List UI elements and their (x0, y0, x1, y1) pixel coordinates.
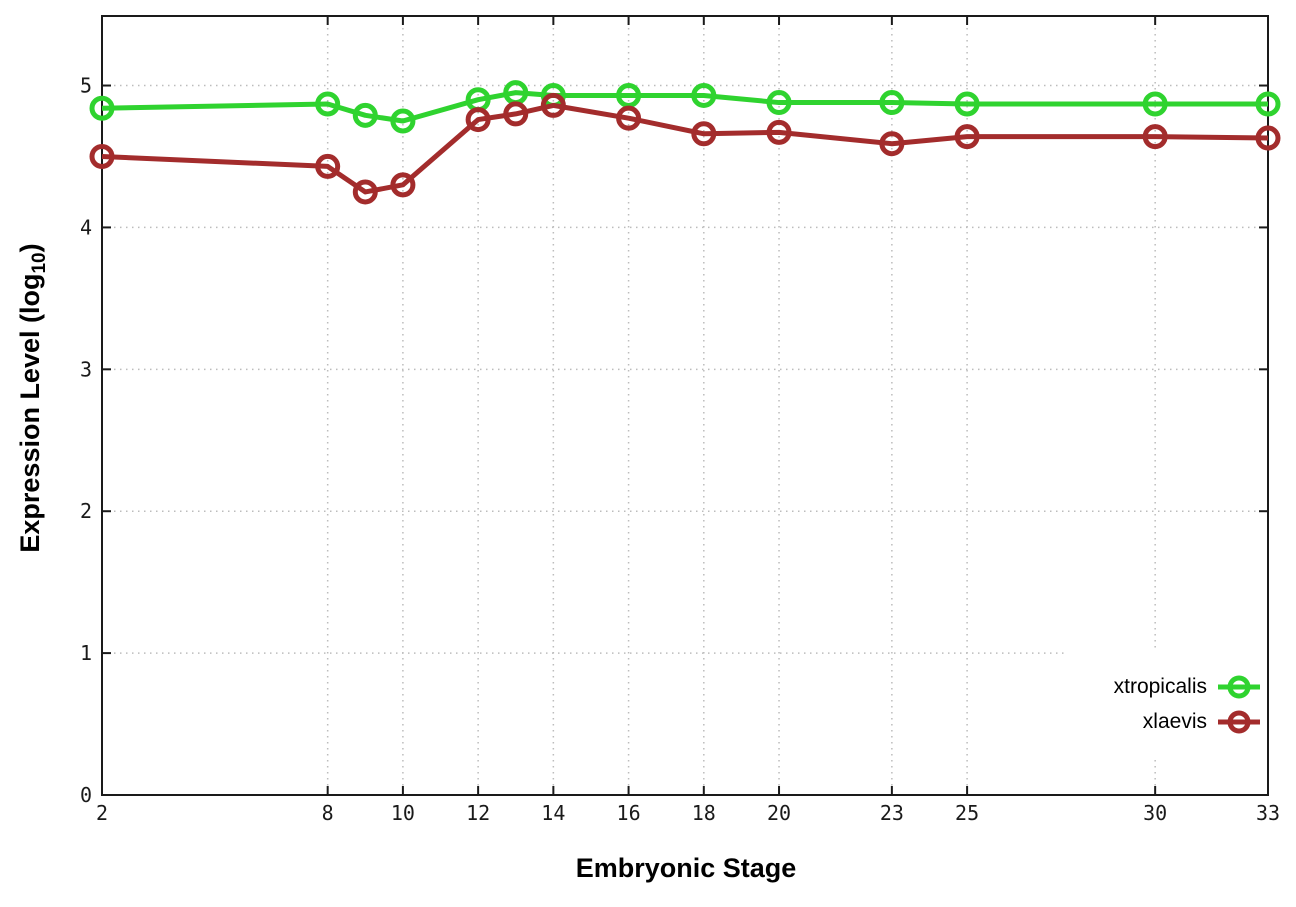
data-point-xlaevis (315, 153, 341, 179)
data-point-xlaevis (465, 107, 491, 133)
y-axis-title-text: Expression Level (log (14, 273, 45, 553)
data-point-xtropicalis (879, 90, 905, 116)
data-point-xtropicalis (315, 91, 341, 117)
y-tick-label: 0 (80, 783, 92, 807)
data-point-xlaevis (616, 105, 642, 131)
data-point-xtropicalis (1142, 91, 1168, 117)
x-tick-label: 33 (1256, 801, 1280, 825)
y-tick-label: 5 (80, 74, 92, 98)
data-point-xtropicalis (616, 82, 642, 108)
data-point-xlaevis (352, 179, 378, 205)
legend-label-xlaevis: xlaevis (1142, 709, 1207, 733)
legend-marker-xlaevis (1218, 710, 1260, 733)
x-tick-label: 8 (322, 801, 334, 825)
data-point-xtropicalis (766, 90, 792, 116)
y-tick-label: 1 (80, 641, 92, 665)
x-axis-title: Embryonic Stage (575, 853, 797, 883)
y-tick-label: 3 (80, 357, 92, 381)
series-line-xlaevis (101, 102, 1269, 195)
legend-label-xtropicalis: xtropicalis (1113, 674, 1207, 698)
data-point-xlaevis (540, 92, 566, 118)
x-tick-label: 30 (1143, 801, 1167, 825)
x-tick-label: 16 (617, 801, 641, 825)
data-point-xtropicalis (352, 102, 378, 128)
data-point-xlaevis (1142, 124, 1168, 150)
legend-marker-xtropicalis (1218, 675, 1260, 698)
series-line-xtropicalis (101, 90, 1268, 124)
x-tick-label: 23 (880, 801, 904, 825)
y-axis-title-subscript: 10 (29, 252, 51, 274)
data-point-xlaevis (390, 172, 416, 198)
data-point-xtropicalis (89, 95, 115, 121)
data-point-xtropicalis (390, 108, 416, 134)
legend-row-xtropicalis: xtropicalis (1114, 673, 1267, 701)
data-point-xlaevis (766, 119, 792, 145)
x-tick-label: 20 (767, 801, 791, 825)
data-point-xlaevis (879, 131, 905, 157)
data-point-xlaevis (89, 143, 115, 169)
y-axis-title-close: ) (14, 243, 45, 253)
data-point-xlaevis (1255, 125, 1281, 151)
x-tick-label: 25 (955, 801, 979, 825)
legend: xtropicalis xlaevis (1068, 652, 1267, 756)
y-tick-label: 4 (80, 215, 92, 239)
x-tick-label: 12 (466, 801, 490, 825)
data-point-xtropicalis (954, 91, 980, 117)
data-point-xtropicalis (1255, 91, 1281, 117)
data-point-xtropicalis (691, 82, 717, 108)
x-tick-label: 18 (692, 801, 716, 825)
data-point-xlaevis (503, 101, 529, 127)
x-tick-label: 14 (541, 801, 565, 825)
x-tick-label: 2 (96, 801, 108, 825)
data-point-xlaevis (691, 121, 717, 147)
plot-border (101, 15, 1269, 796)
legend-marker-circle (1227, 675, 1251, 698)
legend-row-xlaevis: xlaevis (1143, 708, 1267, 736)
x-tick-label: 10 (391, 801, 415, 825)
legend-marker-circle (1227, 710, 1251, 733)
data-point-xlaevis (954, 124, 980, 150)
y-tick-label: 2 (80, 499, 92, 523)
y-axis-title: Expression Level (log10) (15, 243, 51, 552)
